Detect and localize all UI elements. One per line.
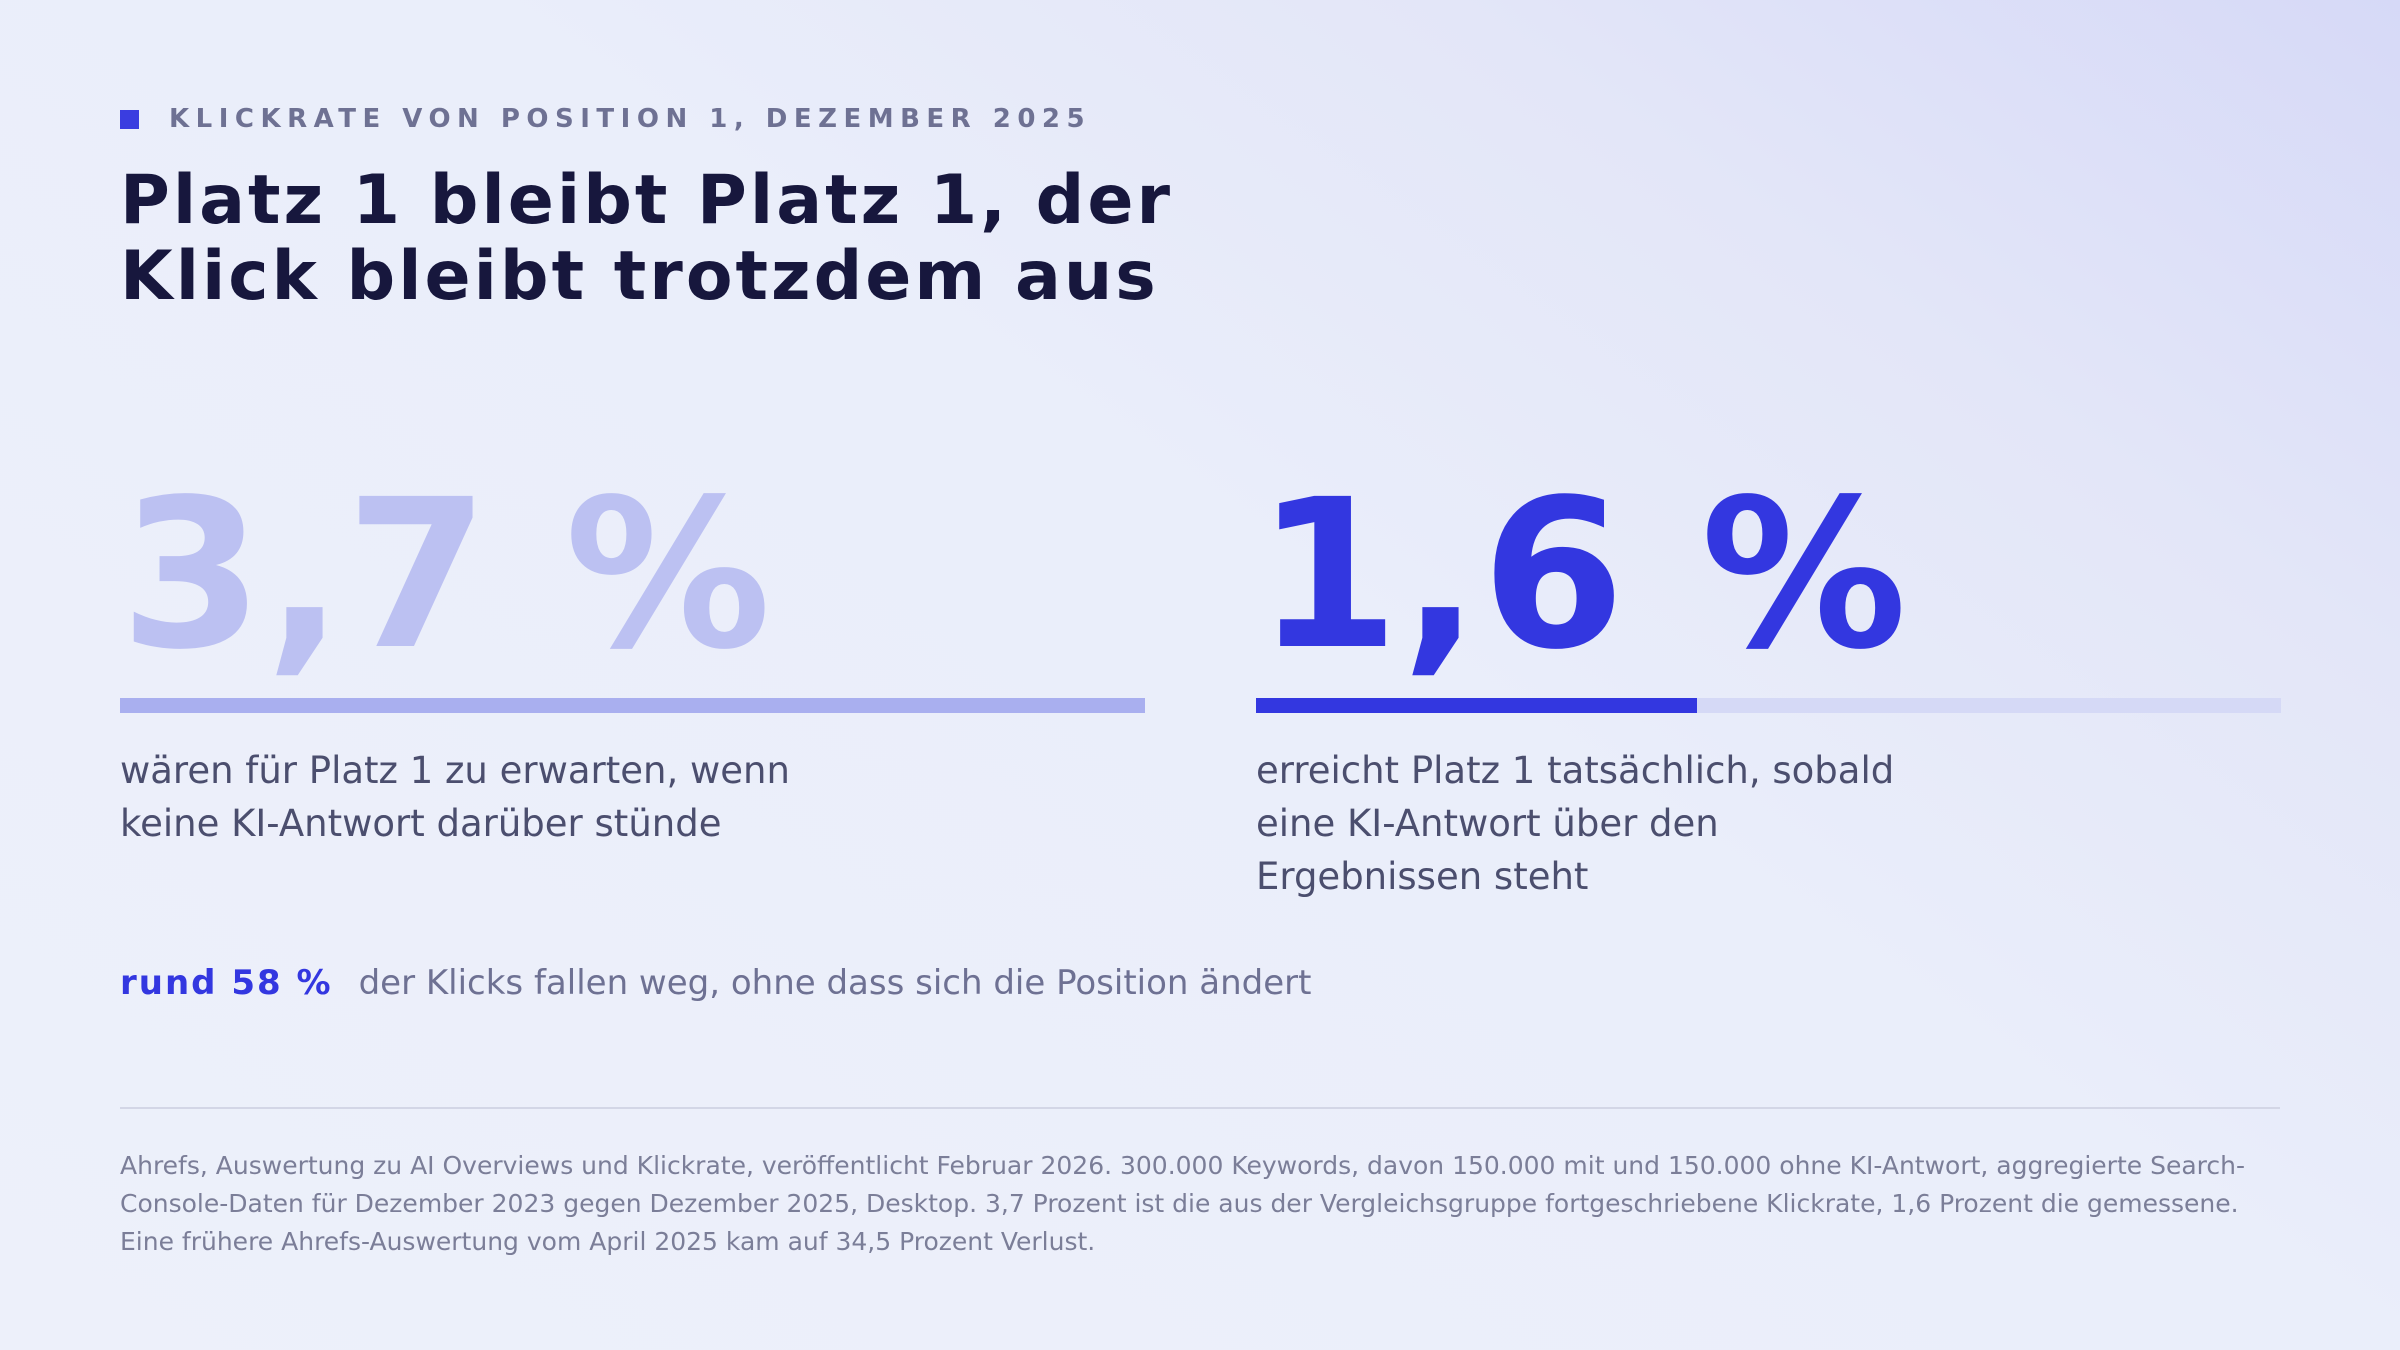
- accent-square-icon: [120, 109, 139, 129]
- stat-actual-caption: erreicht Platz 1 tatsächlich, sobald ein…: [1256, 744, 2016, 903]
- summary-text: der Klicks fallen weg, ohne dass sich di…: [358, 963, 1312, 1003]
- stat-actual-bar: [1256, 698, 2281, 713]
- page-title-line-1: Platz 1 bleibt Platz 1, der: [120, 161, 1173, 240]
- eyebrow: KLICKRATE VON POSITION 1, DEZEMBER 2025: [120, 104, 1091, 134]
- stat-expected-caption-line-2: keine KI-Antwort darüber stünde: [120, 802, 722, 845]
- summary-highlight: rund 58 %: [120, 963, 333, 1003]
- page-title-line-2: Klick bleibt trotzdem aus: [120, 237, 1159, 316]
- stat-expected-caption: wären für Platz 1 zu erwarten, wenn kein…: [120, 744, 880, 850]
- page-title: Platz 1 bleibt Platz 1, der Klick bleibt…: [120, 163, 1420, 315]
- stat-actual-caption-line-2: eine KI-Antwort über den: [1256, 802, 1719, 845]
- stat-expected-bar-fill: [120, 698, 1145, 713]
- divider: [120, 1107, 2280, 1109]
- source-note: Ahrefs, Auswertung zu AI Overviews und K…: [120, 1151, 2245, 1256]
- stat-expected-value: 3,7 %: [120, 455, 774, 695]
- stat-expected-bar: [120, 698, 1145, 713]
- stat-actual-caption-line-1: erreicht Platz 1 tatsächlich, sobald: [1256, 749, 1895, 792]
- stat-actual-value: 1,6 %: [1256, 455, 1910, 695]
- stat-actual-bar-fill: [1256, 698, 1697, 713]
- summary: rund 58 % der Klicks fallen weg, ohne da…: [120, 963, 1311, 1003]
- eyebrow-label: KLICKRATE VON POSITION 1, DEZEMBER 2025: [169, 104, 1092, 134]
- stat-expected-caption-line-1: wären für Platz 1 zu erwarten, wenn: [120, 749, 790, 792]
- stat-actual-caption-line-3: Ergebnissen steht: [1256, 855, 1589, 898]
